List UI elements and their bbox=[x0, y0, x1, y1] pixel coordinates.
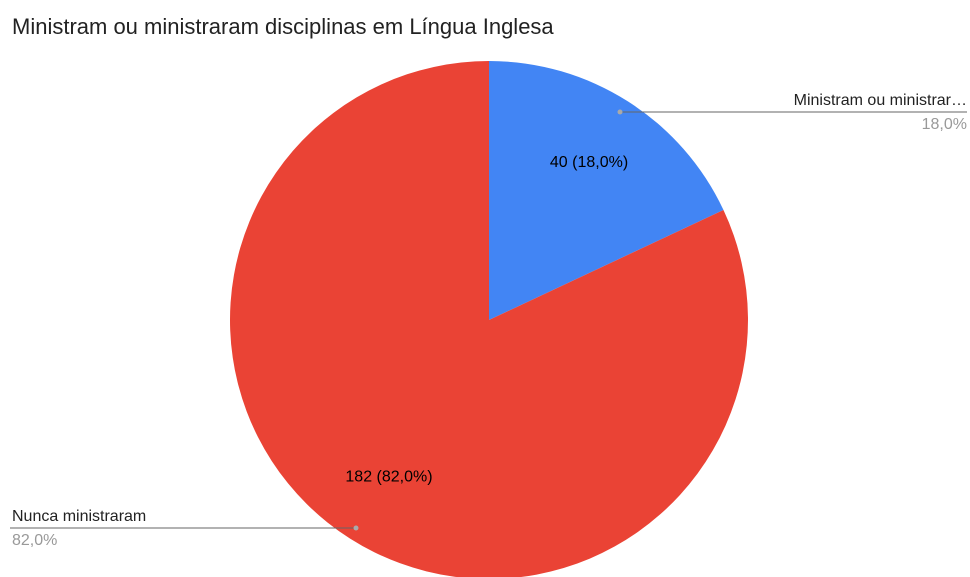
callout-percent: 18,0% bbox=[922, 116, 967, 133]
callout-label: Nunca ministraram bbox=[12, 508, 146, 525]
callout-dot bbox=[353, 525, 359, 531]
chart-title: Ministram ou ministraram disciplinas em … bbox=[12, 14, 554, 39]
callout-dot bbox=[617, 109, 623, 115]
callout-label: Ministram ou ministrar… bbox=[794, 92, 967, 109]
slice-label: 40 (18,0%) bbox=[550, 154, 628, 171]
pie-slice bbox=[230, 61, 748, 577]
slice-label: 182 (82,0%) bbox=[345, 469, 432, 486]
pie-slice bbox=[489, 61, 724, 320]
callout-percent: 82,0% bbox=[12, 532, 57, 549]
